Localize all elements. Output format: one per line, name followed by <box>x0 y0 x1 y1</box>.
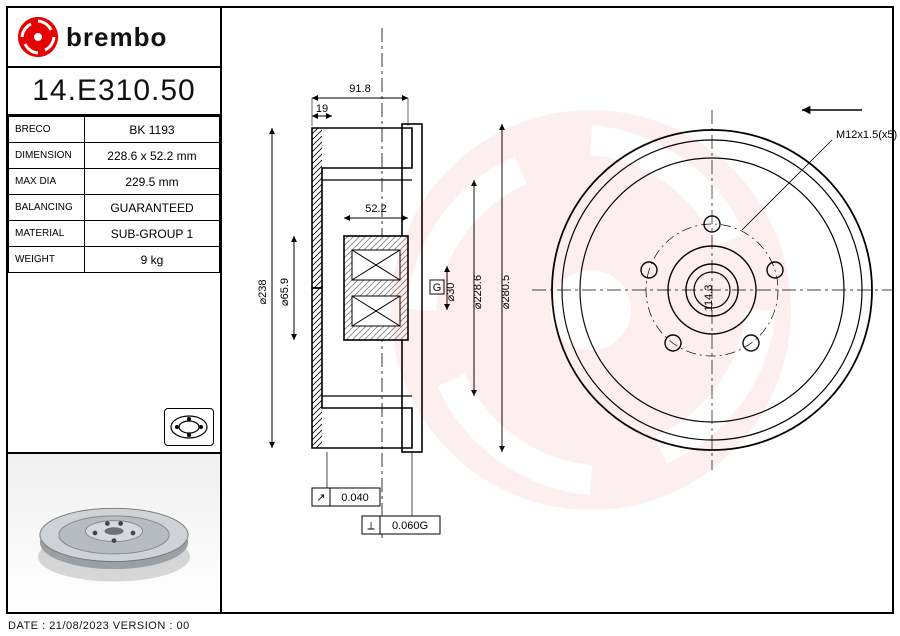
gdt-value: 0.040 <box>341 492 369 504</box>
spec-label: DIMENSION <box>9 143 85 169</box>
dim-label: ⌀238 <box>257 280 269 305</box>
spec-table: BRECO BK 1193 DIMENSION 228.6 x 52.2 mm … <box>8 116 220 273</box>
part-number-box: 14.E310.50 <box>8 68 220 116</box>
spec-value: 228.6 x 52.2 mm <box>85 143 220 169</box>
pcd-label: 114.3 <box>703 285 715 312</box>
table-row: MATERIAL SUB-GROUP 1 <box>9 221 220 247</box>
dim-label: ⌀30 <box>445 283 457 302</box>
spec-label: MATERIAL <box>9 221 85 247</box>
spec-value: GUARANTEED <box>85 195 220 221</box>
table-row: MAX DIA 229.5 mm <box>9 169 220 195</box>
dim-label: ⌀228.6 <box>472 275 484 309</box>
drawing-frame: brembo 14.E310.50 BRECO BK 1193 DIMENSIO… <box>6 6 894 614</box>
face-view: M12x1.5(x5) 114.3 <box>532 110 897 470</box>
feature-icon-area <box>8 273 220 452</box>
footer-text: DATE : 21/08/2023 VERSION : 00 <box>8 620 190 632</box>
table-row: DIMENSION 228.6 x 52.2 mm <box>9 143 220 169</box>
drum-3d-icon <box>19 463 209 603</box>
dim-label: ⌀280.5 <box>500 275 512 309</box>
gdt-value: 0.060G <box>392 520 428 532</box>
dim-label: 91.8 <box>349 83 370 95</box>
spec-value: BK 1193 <box>85 117 220 143</box>
engineering-drawing: 91.8 19 52.2 ⌀238 ⌀65.9 ⌀30 ⌀228.6 ⌀280. <box>222 8 898 612</box>
table-row: BALANCING GUARANTEED <box>9 195 220 221</box>
svg-text:⟂: ⟂ <box>367 520 375 532</box>
svg-text:↗: ↗ <box>316 492 325 504</box>
spec-label: MAX DIA <box>9 169 85 195</box>
brand-name: brembo <box>66 22 167 53</box>
dim-label: 19 <box>316 103 328 115</box>
table-row: WEIGHT 9 kg <box>9 247 220 273</box>
spec-value: SUB-GROUP 1 <box>85 221 220 247</box>
product-thumbnail <box>8 452 220 612</box>
bearing-icon <box>164 408 214 446</box>
brembo-logo-icon <box>18 17 58 57</box>
spec-panel: brembo 14.E310.50 BRECO BK 1193 DIMENSIO… <box>8 8 222 612</box>
table-row: BRECO BK 1193 <box>9 117 220 143</box>
datum-label: G <box>433 282 442 294</box>
drawing-area: 91.8 19 52.2 ⌀238 ⌀65.9 ⌀30 ⌀228.6 ⌀280. <box>222 8 892 612</box>
spec-value: 229.5 mm <box>85 169 220 195</box>
bolt-pattern-note: M12x1.5(x5) <box>836 129 897 141</box>
spec-value: 9 kg <box>85 247 220 273</box>
part-number: 14.E310.50 <box>32 74 195 108</box>
spec-label: BRECO <box>9 117 85 143</box>
spec-label: WEIGHT <box>9 247 85 273</box>
logo-box: brembo <box>8 8 220 68</box>
section-view: 91.8 19 52.2 ⌀238 ⌀65.9 ⌀30 ⌀228.6 ⌀280. <box>257 28 512 538</box>
dim-label: ⌀65.9 <box>279 278 291 306</box>
spec-label: BALANCING <box>9 195 85 221</box>
dim-label: 52.2 <box>365 203 386 215</box>
